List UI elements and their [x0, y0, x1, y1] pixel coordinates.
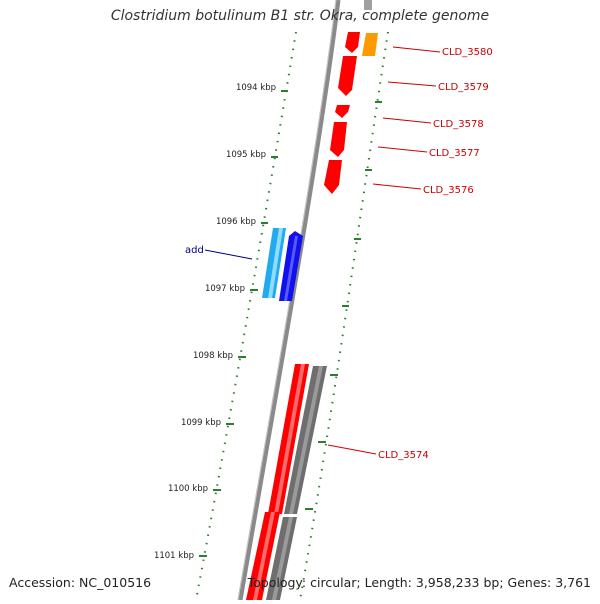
- gene-label-cld-3579: CLD_3579: [438, 82, 489, 93]
- scale-label-1096: 1096 kbp: [216, 217, 256, 227]
- genome-summary: Topology: circular; Length: 3,958,233 bp…: [247, 575, 591, 590]
- scale-label-1094: 1094 kbp: [236, 83, 276, 93]
- feature-add-leader: [204, 249, 253, 260]
- scale-label-1100: 1100 kbp: [168, 484, 208, 494]
- gene-cld-3577[interactable]: [330, 122, 347, 157]
- gene-label-cld-3577: CLD_3577: [429, 148, 480, 159]
- gene-label-cld-3574: CLD_3574: [378, 450, 429, 461]
- scale-label-1098: 1098 kbp: [193, 351, 233, 361]
- gene-cld-3580[interactable]: [345, 32, 360, 53]
- scale-label-1101: 1101 kbp: [154, 551, 194, 561]
- feature-add-blue-highlight: [284, 236, 298, 301]
- gene-cld-3578[interactable]: [335, 105, 350, 118]
- scale-label-1095: 1095 kbp: [226, 150, 266, 160]
- gene-red-lower-2-highlight: [253, 512, 275, 600]
- scale-label-1099: 1099 kbp: [181, 418, 221, 428]
- gene-red-lower-1-highlight: [274, 364, 305, 514]
- accession-text: Accession: NC_010516: [9, 575, 152, 590]
- gene-gray-top[interactable]: [364, 0, 372, 10]
- feature-label-add: add: [185, 245, 204, 256]
- scale-ticks: [199, 90, 382, 557]
- gene-label-cld-3576: CLD_3576: [423, 185, 474, 196]
- genome-title: Clostridium botulinum B1 str. Okra, comp…: [110, 8, 490, 24]
- outer-scale-track: [299, 31, 389, 601]
- gene-label-cld-3578: CLD_3578: [433, 119, 484, 130]
- inner-scale-track: [195, 31, 297, 601]
- gene-gray-lower-2-highlight: [272, 517, 293, 600]
- gene-cld-3579[interactable]: [338, 56, 357, 96]
- gene-orange-top[interactable]: [362, 33, 378, 56]
- scale-label-1097: 1097 kbp: [205, 284, 245, 294]
- gene-label-cld-3580: CLD_3580: [442, 47, 493, 58]
- gene-cld-3576[interactable]: [324, 160, 342, 194]
- feature-add-cyan-highlight: [268, 228, 283, 298]
- gene-cld-3574-highlight: [289, 366, 323, 514]
